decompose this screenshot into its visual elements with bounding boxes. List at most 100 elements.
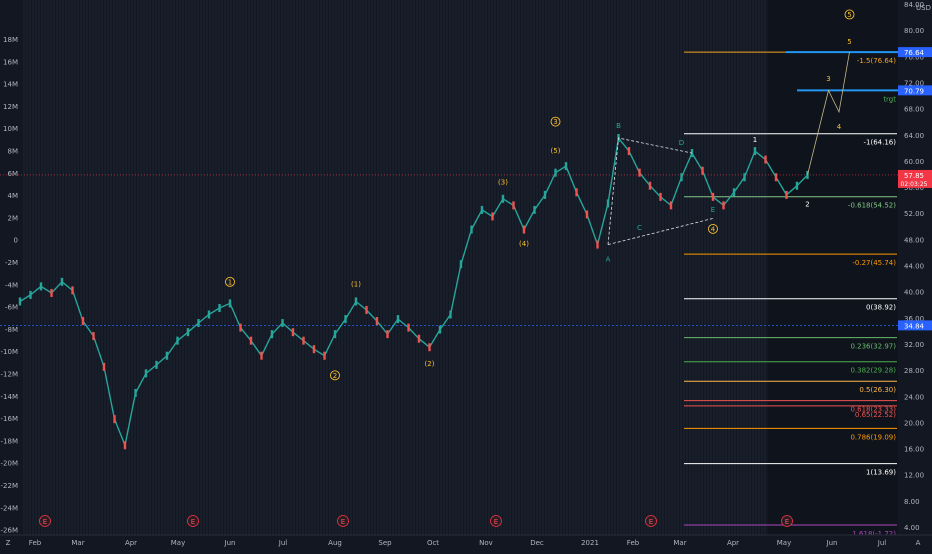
left-tick-label: 8M [8,148,19,156]
candle [92,332,95,341]
price-tick-label: 20.00 [904,419,924,427]
candle [722,201,725,210]
candle [123,441,127,450]
earnings-marker[interactable]: E [645,515,657,527]
earnings-marker-circle [337,515,349,527]
left-tick-label: 4M [8,192,19,200]
fib-level-label: 1.618(-1.72) [852,530,896,538]
price-tick-label: 56.00 [904,184,924,192]
time-tick-label: Apr [125,539,137,547]
candle [564,162,568,171]
earnings-marker-circle [490,515,502,527]
time-tick-label: Nov [479,539,493,547]
candle [491,212,494,221]
candle [197,319,200,328]
wave-label: C [637,224,642,232]
candle [81,317,85,326]
time-tick-label: Mar [673,539,686,547]
target-band [786,51,898,54]
wave-label-circle [330,370,340,381]
candle [18,297,22,306]
wave-label: 3 [553,118,557,126]
candle [785,190,788,199]
candle [596,240,599,249]
earnings-marker[interactable]: E [187,515,199,527]
left-tick-label: -16M [1,415,18,423]
time-tick-label: Dec [530,539,544,547]
candle [575,188,578,197]
candle [522,225,526,234]
price-tick-label: 60.00 [904,158,924,166]
candle [165,351,169,360]
candle [155,360,158,369]
candle [449,310,452,319]
left-tick-label: -4M [5,281,18,289]
price-badge-value: 34.84 [904,322,925,330]
price-badge [898,169,932,188]
candle [312,345,316,354]
earnings-marker[interactable]: E [39,515,51,527]
time-tick-label: Jul [877,539,887,547]
price-tick-label: 52.00 [904,210,924,218]
time-tick-label: Mar [71,539,84,547]
wave-label: 1 [228,278,232,286]
candle [260,351,263,360]
wave-label: 4 [711,225,716,233]
wave-label: A [606,255,611,263]
candle [60,277,64,286]
price-tick-label: 76.00 [904,53,924,61]
wave-label: 2 [805,201,809,209]
candle [176,336,179,345]
candle [543,190,547,199]
wave-label-circle [225,276,235,287]
candle [333,330,337,339]
left-tick-label: -10M [1,348,18,356]
candle [144,369,148,378]
projection-path [807,52,850,176]
price-badge [898,47,932,58]
price-badge-value: 70.79 [904,87,924,95]
candle [701,166,704,175]
fib-level-label: 0.5(26.30) [859,386,896,394]
target-band [797,89,898,92]
earnings-marker[interactable]: E [781,515,793,527]
fib-level-label: 0(38.92) [866,304,896,312]
price-tick-label: 68.00 [904,106,924,114]
wave-label: 5 [847,38,851,46]
left-tick-label: 14M [3,81,18,89]
price-tick-label: 44.00 [904,263,924,271]
wave-label: 1 [753,136,757,144]
candle [711,192,715,201]
wave-label: (2) [425,360,435,368]
candle [438,325,442,334]
price-series-line [19,136,808,448]
candle [459,260,463,269]
earnings-marker-circle [187,515,199,527]
earnings-marker-label: E [785,518,789,526]
price-badge-value: 76.64 [904,49,925,57]
wave-label: (4) [519,240,529,248]
grid-lines [23,0,766,535]
earnings-marker[interactable]: E [490,515,502,527]
price-tick-label: 80.00 [904,27,924,35]
fib-level-label: -1(64.16) [864,139,897,147]
candle [365,305,368,314]
candle [218,303,221,312]
time-tick-label: 2021 [581,539,599,547]
wave-label: (3) [498,178,508,186]
left-tick-label: 16M [3,58,18,66]
candle [774,173,778,182]
price-tick-label: 64.00 [904,132,924,140]
candle [249,336,253,345]
earnings-marker-label: E [43,518,47,526]
candle [795,181,799,190]
earnings-marker[interactable]: E [337,515,349,527]
candle [323,351,326,360]
wave-label-circle [708,223,718,234]
price-tick-label: 24.00 [904,393,924,401]
candle [134,388,137,397]
candle [501,194,505,203]
fib-level-label: 0.382(29.28) [850,367,896,375]
